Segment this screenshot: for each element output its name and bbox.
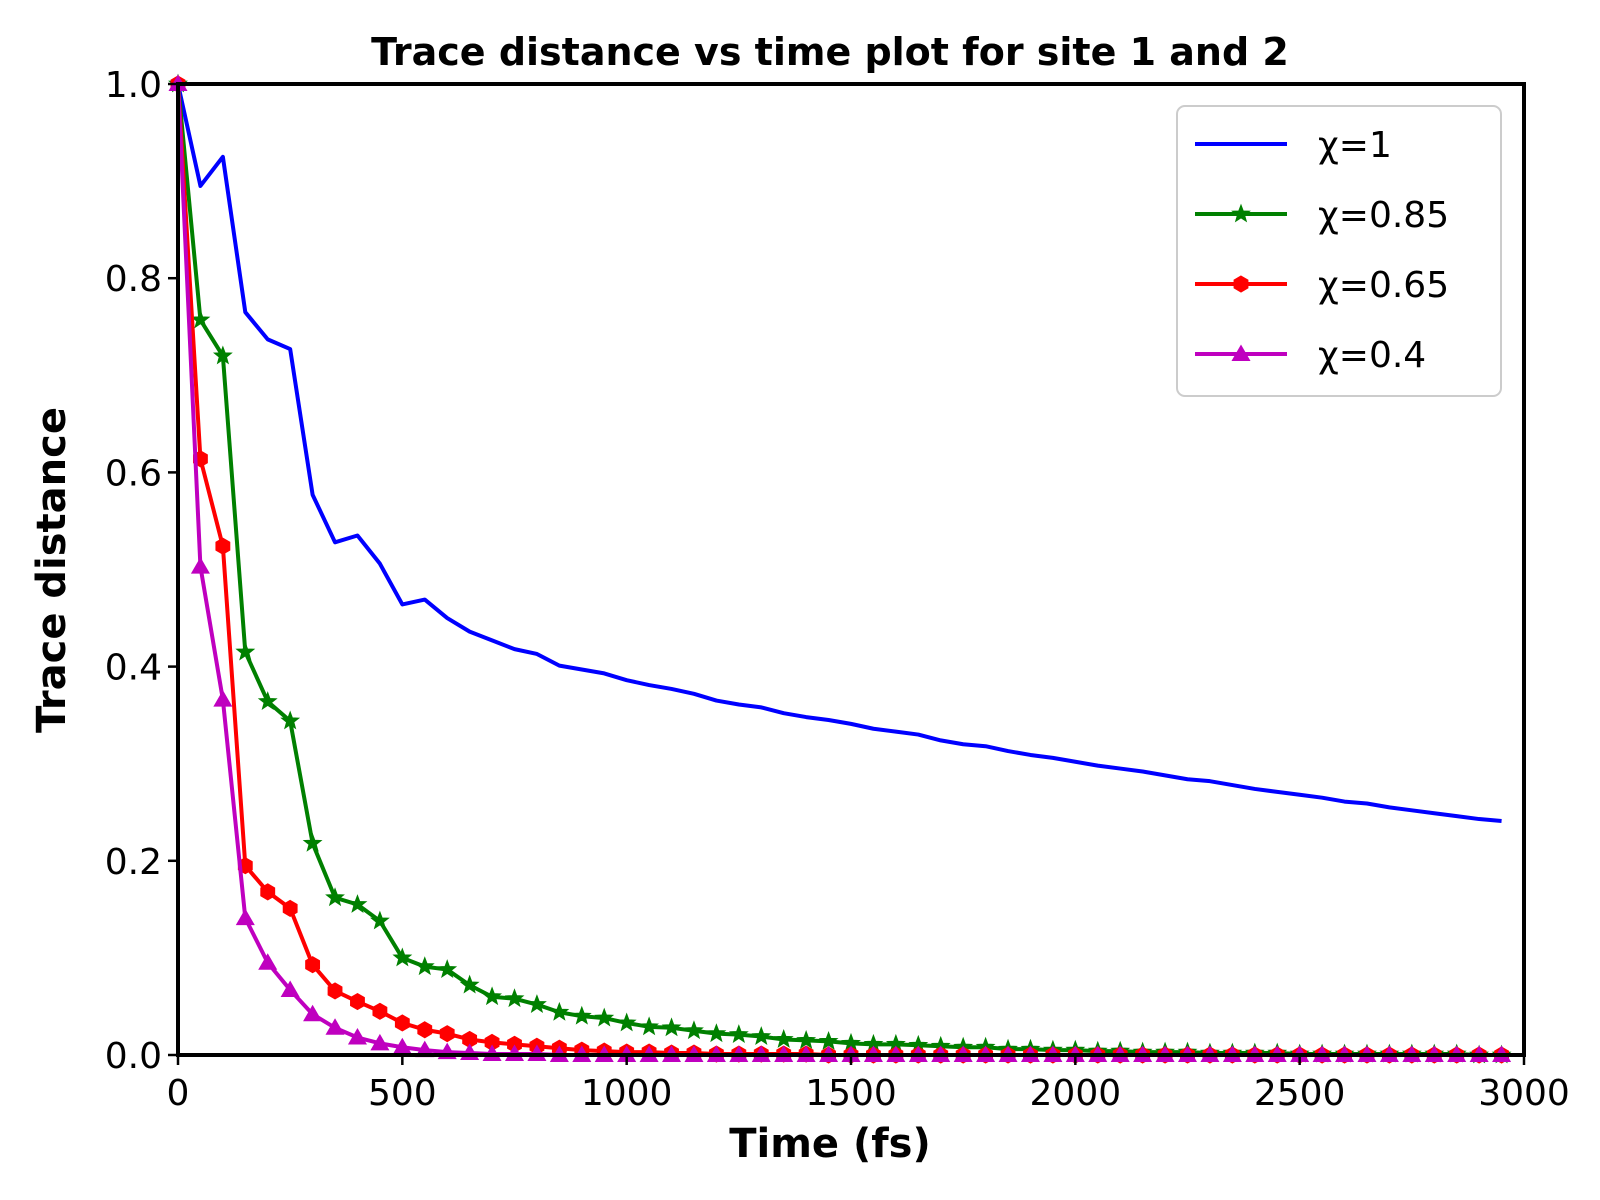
data-point xyxy=(773,1029,794,1048)
data-point xyxy=(549,1001,570,1021)
x-tick-label: 1500 xyxy=(805,1073,897,1114)
y-tick-label: 0.4 xyxy=(105,648,162,689)
data-point xyxy=(796,1030,817,1049)
x-tick-label: 500 xyxy=(368,1073,437,1114)
data-point xyxy=(437,959,458,978)
legend-marker xyxy=(1233,275,1249,293)
data-point xyxy=(661,1017,682,1037)
data-point xyxy=(417,1021,433,1039)
x-tick-label: 2500 xyxy=(1254,1073,1346,1114)
legend-label: χ=1 xyxy=(1318,125,1392,166)
data-point xyxy=(347,1028,367,1045)
data-point xyxy=(190,309,211,329)
data-point xyxy=(594,1007,615,1027)
data-point xyxy=(818,1030,839,1050)
chart-title: Trace distance vs time plot for site 1 a… xyxy=(371,30,1289,74)
data-point xyxy=(347,894,368,913)
data-point xyxy=(212,345,233,365)
legend-marker xyxy=(1231,203,1251,223)
series-group xyxy=(176,83,1502,823)
data-point xyxy=(213,690,233,707)
y-tick-label: 1.0 xyxy=(105,65,162,106)
y-tick-label: 0.2 xyxy=(105,842,162,883)
data-point xyxy=(527,994,547,1013)
data-point xyxy=(459,974,480,994)
y-tick-label: 0.6 xyxy=(105,453,162,494)
y-tick-label: 0.8 xyxy=(105,259,162,300)
legend-label: χ=0.65 xyxy=(1318,265,1449,306)
data-point xyxy=(235,641,256,661)
x-tick-label: 0 xyxy=(167,1073,190,1114)
data-point xyxy=(639,1016,660,1036)
data-point xyxy=(235,908,255,926)
data-point xyxy=(190,557,210,574)
data-point xyxy=(282,899,298,917)
data-point xyxy=(728,1024,749,1044)
data-point xyxy=(369,910,390,930)
legend-box xyxy=(1176,105,1502,397)
data-point xyxy=(280,710,301,730)
data-point xyxy=(260,883,276,901)
data-point xyxy=(372,1002,388,1020)
x-axis-ticks: 0 500 1000 1500 2000 2500 3000 xyxy=(167,1055,1570,1114)
x-tick-label: 3000 xyxy=(1478,1073,1570,1114)
legend: χ=1 χ=0.85 χ=0.65 χ=0.4 xyxy=(1176,105,1502,397)
data-point xyxy=(305,956,321,974)
y-tick-label: 0.0 xyxy=(105,1036,162,1077)
data-point xyxy=(327,982,343,1000)
data-point xyxy=(303,1004,323,1022)
data-point xyxy=(325,887,345,907)
data-point xyxy=(392,947,413,967)
data-point xyxy=(258,953,278,970)
legend-label: χ=0.85 xyxy=(1318,195,1449,236)
data-point xyxy=(350,993,365,1011)
data-point xyxy=(257,691,278,710)
data-point xyxy=(325,1018,345,1035)
data-point xyxy=(439,1025,455,1043)
data-point xyxy=(280,980,300,997)
data-point xyxy=(684,1020,704,1040)
data-point xyxy=(504,988,525,1008)
series-line xyxy=(176,83,1502,823)
data-point xyxy=(215,537,231,555)
data-point xyxy=(414,956,435,976)
data-point xyxy=(394,1014,410,1032)
plot-frame xyxy=(176,82,1526,1057)
x-tick-label: 1000 xyxy=(581,1073,673,1114)
data-point xyxy=(370,1033,390,1051)
data-point xyxy=(571,1005,592,1025)
data-point xyxy=(616,1012,637,1032)
legend-marker xyxy=(1231,344,1251,361)
data-point xyxy=(482,986,502,1006)
y-axis-ticks: 0.0 0.2 0.4 0.6 0.8 1.0 xyxy=(105,65,178,1077)
data-point xyxy=(302,832,323,852)
y-axis-label: Trace distance xyxy=(29,407,75,733)
x-tick-label: 2000 xyxy=(1030,1073,1122,1114)
x-axis-label: Time (fs) xyxy=(729,1121,931,1167)
data-point xyxy=(751,1026,772,1045)
data-point xyxy=(706,1023,727,1043)
legend-label: χ=0.4 xyxy=(1318,335,1426,376)
